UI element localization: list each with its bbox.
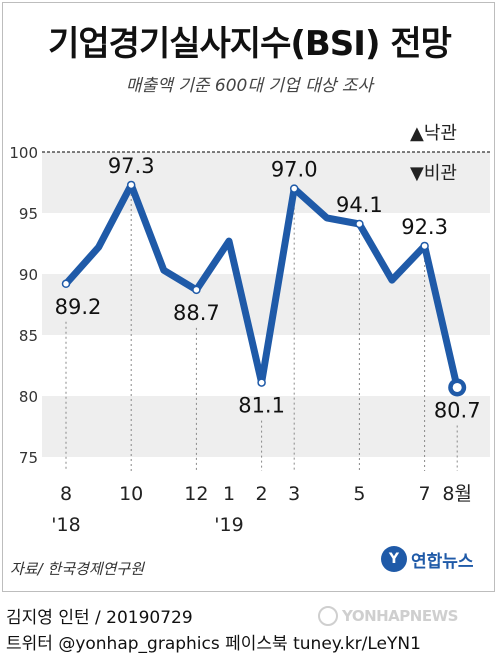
y-tick-label: 90 (19, 266, 38, 284)
y-tick-label: 80 (19, 388, 38, 406)
data-point-marker (355, 219, 364, 229)
source-note: 자료/ 한국경제연구원 (10, 560, 145, 578)
year-label: '18 (51, 514, 80, 536)
y-tick-label: 100 (9, 144, 38, 162)
data-point-marker (61, 279, 71, 289)
legend-optimism: ▲낙관 (410, 123, 457, 144)
data-label: 97.0 (271, 158, 318, 182)
social-links: 트위터 @yonhap_graphics 페이스북 tuney.kr/LeYN1 (6, 634, 421, 654)
graphic-frame (2, 2, 495, 592)
grid-band (42, 274, 490, 335)
x-tick-label: 2 (256, 483, 268, 505)
legend-pessimism: ▼비관 (410, 163, 457, 184)
watermark: YONHAPNEWS (318, 606, 458, 626)
x-tick-label: 3 (288, 483, 300, 505)
y-tick-label: 75 (19, 449, 38, 467)
data-label: 81.1 (238, 394, 285, 418)
watermark-icon (318, 606, 338, 626)
grid-band (42, 152, 490, 213)
yonhap-logo-text: 연합뉴스 (411, 551, 474, 572)
x-tick-label: 12 (184, 483, 208, 505)
yonhap-logo-icon: Y (381, 546, 407, 572)
x-tick-label: 8월 (442, 483, 472, 505)
chart-title: 기업경기실사지수(BSI) 전망 (48, 24, 452, 64)
y-tick-label: 85 (19, 327, 38, 345)
watermark-text: YONHAPNEWS (342, 607, 458, 625)
data-point-marker (420, 241, 429, 251)
data-label: 80.7 (434, 398, 481, 422)
data-label: 88.7 (173, 301, 220, 325)
y-tick-label: 95 (19, 205, 38, 223)
data-point-marker (289, 184, 299, 193)
chart-subtitle: 매출액 기준 600대 기업 대상 조사 (125, 76, 374, 96)
year-label: '19 (214, 514, 243, 536)
x-tick-label: 7 (419, 483, 431, 505)
yonhap-logo: Y 연합뉴스 (381, 546, 474, 572)
data-label: 94.1 (336, 193, 383, 217)
data-label: 92.3 (401, 215, 448, 239)
data-point-marker (126, 180, 136, 190)
data-point-marker (257, 378, 266, 387)
x-tick-label: 1 (223, 483, 235, 505)
data-point-marker (192, 285, 201, 295)
x-tick-label: 8 (60, 483, 72, 505)
data-label: 89.2 (55, 295, 102, 319)
x-tick-label: 5 (353, 483, 365, 505)
byline: 김지영 인턴 / 20190729 (6, 608, 193, 628)
x-tick-label: 10 (119, 483, 143, 505)
grid-band (42, 396, 490, 457)
data-label: 97.3 (108, 154, 155, 178)
end-point-marker-center (452, 382, 462, 392)
